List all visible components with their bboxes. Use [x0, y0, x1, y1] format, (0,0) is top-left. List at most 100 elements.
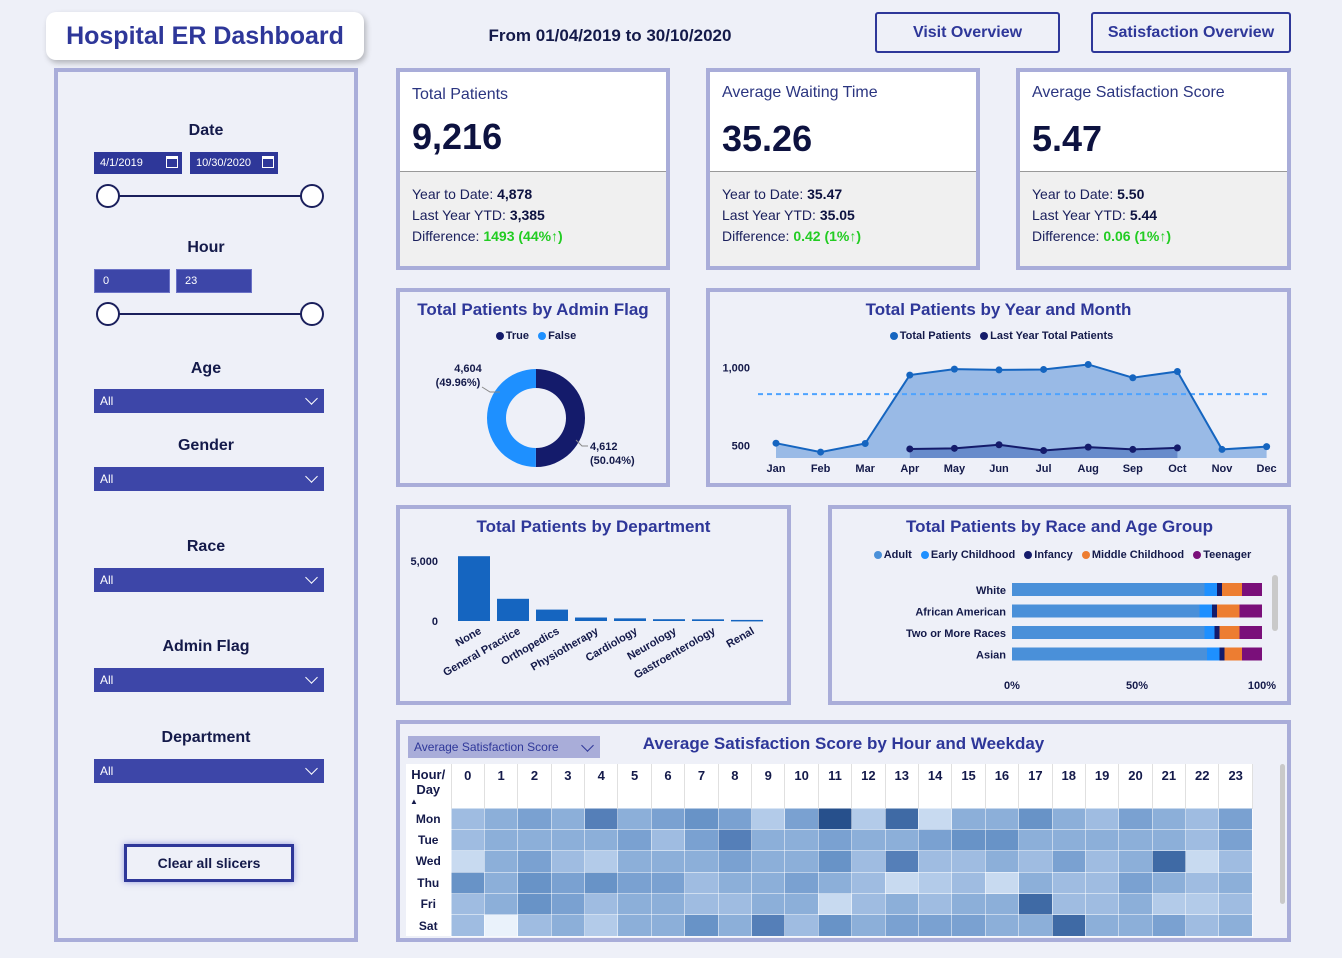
department-bar[interactable]	[692, 619, 724, 621]
hour-slider-end-handle[interactable]	[300, 302, 324, 326]
last-year-point[interactable]	[1084, 443, 1092, 451]
heatmap-cell[interactable]	[550, 807, 586, 830]
hour-header[interactable]: 13	[885, 764, 919, 808]
heatmap-cell[interactable]	[650, 893, 686, 916]
heatmap-cell[interactable]	[884, 893, 919, 916]
hour-header[interactable]: 18	[1052, 764, 1086, 808]
corner-header[interactable]: Hour/ Day ▲	[406, 764, 452, 808]
total-patients-point[interactable]	[995, 366, 1003, 374]
stacked-bar-segment[interactable]	[1212, 604, 1217, 618]
heatmap-cell[interactable]	[1018, 914, 1053, 937]
department-bar[interactable]	[731, 619, 763, 622]
heatmap-cell[interactable]	[817, 807, 853, 830]
donut-chart[interactable]: 4,604 (49.96%) 4,612 (50.04%)	[400, 292, 666, 483]
heatmap-cell[interactable]	[1118, 871, 1153, 895]
heatmap-cell[interactable]	[584, 871, 619, 895]
hour-slider-track[interactable]	[108, 313, 312, 315]
heatmap-cell[interactable]	[450, 828, 485, 852]
admin-flag-dropdown[interactable]: All	[94, 668, 324, 692]
heatmap-cell[interactable]	[1185, 828, 1220, 852]
scrollbar[interactable]	[1272, 575, 1278, 631]
department-bar[interactable]	[653, 619, 685, 621]
stacked-bar-segment[interactable]	[1217, 604, 1240, 618]
heatmap-cell[interactable]	[550, 850, 586, 873]
hour-header[interactable]: 9	[751, 764, 786, 808]
heatmap-cell[interactable]	[951, 850, 986, 873]
heatmap-cell[interactable]	[751, 828, 786, 852]
stacked-bar-segment[interactable]	[1242, 583, 1262, 596]
heatmap-cell[interactable]	[517, 828, 552, 852]
heatmap-cell[interactable]	[617, 871, 652, 895]
heatmap-cell[interactable]	[951, 828, 986, 852]
heatmap-cell[interactable]	[917, 914, 953, 937]
last-year-point[interactable]	[950, 444, 958, 452]
hour-header[interactable]: 14	[918, 764, 953, 808]
heatmap-cell[interactable]	[550, 914, 586, 937]
heatmap-cell[interactable]	[450, 871, 485, 895]
heatmap-cell[interactable]	[1218, 871, 1253, 895]
stacked-bar-segment[interactable]	[1207, 647, 1220, 661]
heatmap-cell[interactable]	[1118, 807, 1153, 830]
start-date-input[interactable]: 4/1/2019	[94, 152, 182, 174]
hour-slider-start-handle[interactable]	[96, 302, 120, 326]
gender-dropdown[interactable]: All	[94, 467, 324, 491]
heatmap-cell[interactable]	[717, 914, 753, 937]
heatmap-cell[interactable]	[1084, 828, 1120, 852]
heatmap-cell[interactable]	[784, 914, 819, 937]
heatmap-cell[interactable]	[884, 871, 919, 895]
department-bar[interactable]	[614, 618, 646, 621]
calendar-icon[interactable]	[262, 156, 274, 168]
hour-header[interactable]: 21	[1152, 764, 1187, 808]
heatmap-cell[interactable]	[1084, 914, 1120, 937]
heatmap-cell[interactable]	[1218, 828, 1253, 852]
department-bar[interactable]	[458, 556, 490, 621]
heatmap-cell[interactable]	[751, 850, 786, 873]
heatmap-cell[interactable]	[784, 850, 819, 873]
heatmap-cell[interactable]	[1018, 893, 1053, 916]
heatmap-cell[interactable]	[1151, 871, 1187, 895]
total-patients-point[interactable]	[772, 439, 780, 447]
heatmap-cell[interactable]	[1151, 850, 1187, 873]
heatmap-cell[interactable]	[751, 893, 786, 916]
heatmap-cell[interactable]	[650, 914, 686, 937]
heatmap-cell[interactable]	[550, 828, 586, 852]
heatmap-cell[interactable]	[817, 871, 853, 895]
hour-header[interactable]: 12	[851, 764, 886, 808]
heatmap-cell[interactable]	[617, 807, 652, 830]
heatmap-cell[interactable]	[817, 893, 853, 916]
heatmap-cell[interactable]	[1084, 807, 1120, 830]
heatmap-cell[interactable]	[517, 871, 552, 895]
last-year-point[interactable]	[906, 445, 914, 453]
stacked-bar-segment[interactable]	[1204, 626, 1215, 639]
heatmap-cell[interactable]	[851, 850, 886, 873]
heatmap-cell[interactable]	[817, 914, 853, 937]
heatmap-cell[interactable]	[851, 871, 886, 895]
total-patients-point[interactable]	[906, 371, 914, 379]
heatmap-cell[interactable]	[851, 914, 886, 937]
hour-header[interactable]: 0	[451, 764, 485, 808]
hour-header[interactable]: 8	[718, 764, 753, 808]
heatmap-cell[interactable]	[684, 828, 719, 852]
heatmap-cell[interactable]	[684, 871, 719, 895]
heatmap-cell[interactable]	[1118, 914, 1153, 937]
heatmap-cell[interactable]	[517, 850, 552, 873]
hour-header[interactable]: 20	[1118, 764, 1153, 808]
stacked-bar-segment[interactable]	[1242, 647, 1262, 661]
heatmap-cell[interactable]	[884, 807, 919, 830]
total-patients-point[interactable]	[1084, 360, 1092, 368]
last-year-point[interactable]	[1173, 444, 1181, 452]
heatmap-cell[interactable]	[917, 871, 953, 895]
heatmap-cell[interactable]	[617, 914, 652, 937]
visit-overview-button[interactable]: Visit Overview	[875, 12, 1060, 53]
hour-header[interactable]: 5	[617, 764, 652, 808]
heatmap-cell[interactable]	[984, 871, 1020, 895]
heatmap-cell[interactable]	[684, 850, 719, 873]
heatmap-cell[interactable]	[717, 807, 753, 830]
department-bar[interactable]	[575, 617, 607, 621]
heatmap-cell[interactable]	[1218, 807, 1253, 830]
heatmap-cell[interactable]	[784, 807, 819, 830]
heatmap-cell[interactable]	[617, 828, 652, 852]
stacked-bar-segment[interactable]	[1204, 583, 1218, 596]
stacked-bar-segment[interactable]	[1222, 583, 1242, 596]
total-patients-point[interactable]	[1218, 445, 1226, 453]
